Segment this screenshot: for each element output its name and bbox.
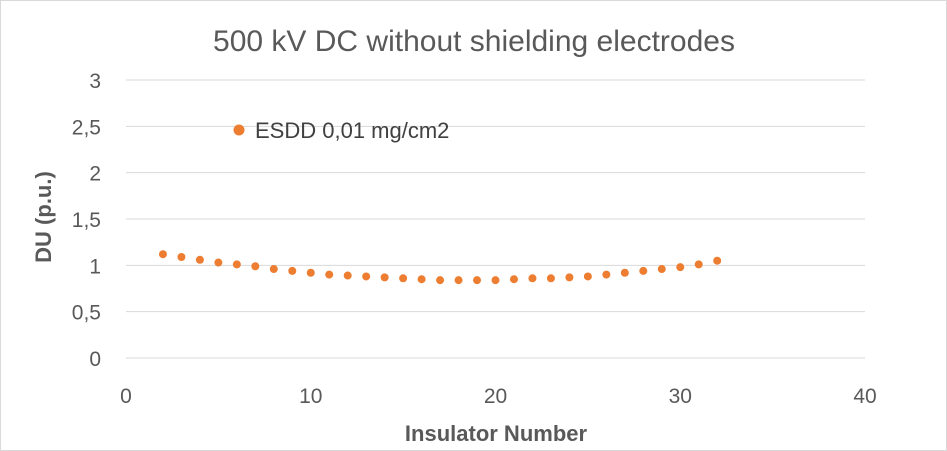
legend-marker bbox=[233, 124, 245, 136]
chart-title: 500 kV DC without shielding electrodes bbox=[213, 25, 735, 58]
data-point bbox=[195, 255, 204, 264]
data-point bbox=[288, 266, 297, 275]
data-point bbox=[306, 268, 315, 277]
x-tick-label: 10 bbox=[299, 385, 322, 408]
data-point bbox=[214, 258, 223, 267]
y-axis-title: DU (p.u.) bbox=[31, 171, 56, 263]
data-point bbox=[657, 265, 666, 274]
data-point bbox=[639, 266, 648, 275]
data-point bbox=[269, 265, 278, 274]
y-tick-label: 0,5 bbox=[72, 302, 101, 325]
data-point bbox=[491, 276, 500, 285]
gridlines bbox=[126, 79, 865, 359]
data-point bbox=[417, 275, 426, 284]
y-tick-label: 1,5 bbox=[72, 209, 101, 232]
y-tick-label: 3 bbox=[89, 70, 101, 93]
data-point bbox=[676, 263, 685, 272]
y-tick-label: 2,5 bbox=[72, 116, 101, 139]
data-point bbox=[694, 260, 703, 269]
x-tick-label: 30 bbox=[669, 385, 692, 408]
data-point bbox=[620, 268, 629, 277]
data-point bbox=[177, 252, 186, 261]
y-tick-label: 1 bbox=[89, 255, 101, 278]
x-tick-label: 20 bbox=[484, 385, 507, 408]
data-points bbox=[158, 250, 722, 285]
y-axis-ticks: 0 0,5 1 1,5 2 2,5 3 bbox=[72, 70, 101, 371]
data-point bbox=[528, 274, 537, 283]
x-tick-label: 0 bbox=[120, 385, 132, 408]
data-point bbox=[380, 273, 389, 282]
data-point bbox=[362, 272, 371, 281]
data-point bbox=[473, 276, 482, 285]
data-point bbox=[565, 273, 574, 282]
data-point bbox=[546, 274, 555, 283]
data-point bbox=[251, 262, 260, 271]
data-point bbox=[232, 260, 241, 269]
data-point bbox=[436, 276, 445, 285]
data-point bbox=[343, 271, 352, 280]
data-point bbox=[509, 275, 518, 284]
data-point bbox=[158, 250, 167, 259]
data-point bbox=[713, 256, 722, 265]
data-point bbox=[583, 272, 592, 281]
y-tick-label: 0 bbox=[89, 348, 101, 371]
x-axis-ticks: 0 10 20 30 40 bbox=[120, 385, 877, 408]
y-tick-label: 2 bbox=[89, 163, 101, 186]
data-point bbox=[454, 276, 463, 285]
data-point bbox=[602, 270, 611, 279]
x-axis-title: Insulator Number bbox=[405, 421, 588, 446]
x-tick-label: 40 bbox=[853, 385, 876, 408]
legend-label: ESDD 0,01 mg/cm2 bbox=[255, 118, 449, 143]
data-point bbox=[399, 274, 408, 283]
data-point bbox=[325, 270, 334, 279]
legend: ESDD 0,01 mg/cm2 bbox=[233, 118, 449, 143]
